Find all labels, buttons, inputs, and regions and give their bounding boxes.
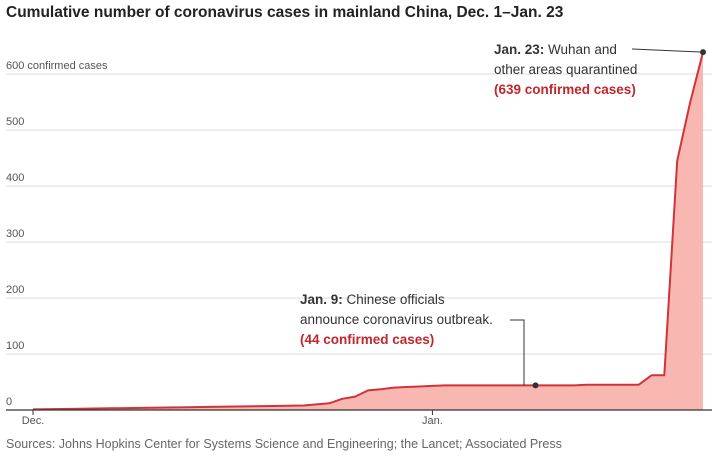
annotation-marker <box>532 382 539 389</box>
x-tick-label: Dec. <box>22 415 45 427</box>
annotation-highlight: (44 confirmed cases) <box>300 332 434 347</box>
chart-title: Cumulative number of coronavirus cases i… <box>6 4 564 21</box>
annotation-layer: Jan. 9: Chinese officials announce corona… <box>300 42 706 389</box>
series-line <box>32 51 704 411</box>
annotation-line-1: Jan. 23: Wuhan and <box>494 42 617 57</box>
annotation-marker <box>700 49 706 56</box>
y-tick-label: 100 <box>6 340 24 352</box>
grid-lines <box>6 73 712 355</box>
y-tick-label: 300 <box>6 228 24 240</box>
y-tick-label: 0 <box>6 396 12 408</box>
annotation-highlight: (639 confirmed cases) <box>494 82 636 97</box>
annotation-date: Jan. 9: <box>300 292 343 307</box>
x-tick-label: Jan. <box>422 415 443 427</box>
y-tick-label: 200 <box>6 284 24 296</box>
area-layer <box>32 51 704 411</box>
annotation-leader <box>510 319 525 386</box>
annotation-date: Jan. 23: <box>494 42 544 57</box>
axis-layer: 0 100 200 300 400 500 600 confirmed cases Dec. J… <box>6 60 712 427</box>
annotation-line-1: Jan. 9: Chinese officials <box>300 292 445 307</box>
annotation-line-2: other areas quarantined <box>494 62 637 77</box>
annotation-leader <box>631 48 704 53</box>
y-tick-label: 500 <box>6 116 24 128</box>
annotation-text: Wuhan and <box>544 42 617 57</box>
annotation-line-2: announce coronavirus outbreak. <box>300 312 493 327</box>
y-tick-label: 600 confirmed cases <box>6 60 108 72</box>
annotation-text: Chinese officials <box>343 292 445 307</box>
area-fill <box>33 52 703 410</box>
y-tick-label: 400 <box>6 172 24 184</box>
source-note: Sources: Johns Hopkins Center for System… <box>6 437 562 451</box>
